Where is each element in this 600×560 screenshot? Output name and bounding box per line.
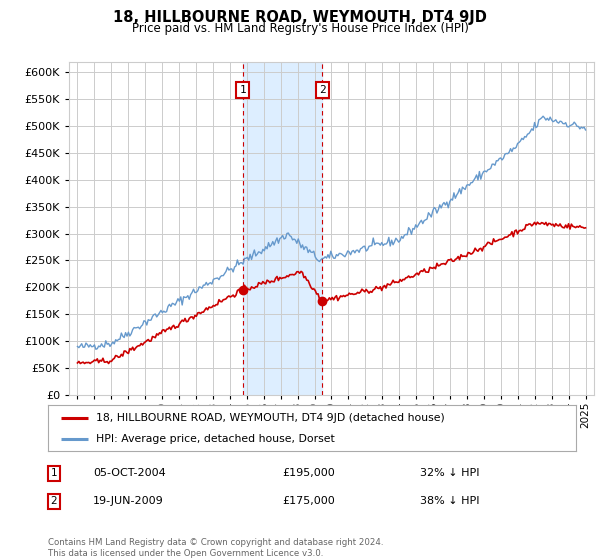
Text: 1: 1	[50, 468, 58, 478]
Text: £175,000: £175,000	[282, 496, 335, 506]
Text: Contains HM Land Registry data © Crown copyright and database right 2024.
This d: Contains HM Land Registry data © Crown c…	[48, 538, 383, 558]
Text: 32% ↓ HPI: 32% ↓ HPI	[420, 468, 479, 478]
Text: 38% ↓ HPI: 38% ↓ HPI	[420, 496, 479, 506]
Bar	[242, 62, 322, 395]
Text: Price paid vs. HM Land Registry's House Price Index (HPI): Price paid vs. HM Land Registry's House …	[131, 22, 469, 35]
Text: HPI: Average price, detached house, Dorset: HPI: Average price, detached house, Dors…	[95, 435, 334, 444]
Text: 1: 1	[239, 85, 246, 95]
Text: 18, HILLBOURNE ROAD, WEYMOUTH, DT4 9JD (detached house): 18, HILLBOURNE ROAD, WEYMOUTH, DT4 9JD (…	[95, 413, 444, 423]
Text: £195,000: £195,000	[282, 468, 335, 478]
Text: 2: 2	[319, 85, 326, 95]
Text: 2: 2	[50, 496, 58, 506]
Text: 05-OCT-2004: 05-OCT-2004	[93, 468, 166, 478]
Text: 18, HILLBOURNE ROAD, WEYMOUTH, DT4 9JD: 18, HILLBOURNE ROAD, WEYMOUTH, DT4 9JD	[113, 10, 487, 25]
Text: 19-JUN-2009: 19-JUN-2009	[93, 496, 164, 506]
